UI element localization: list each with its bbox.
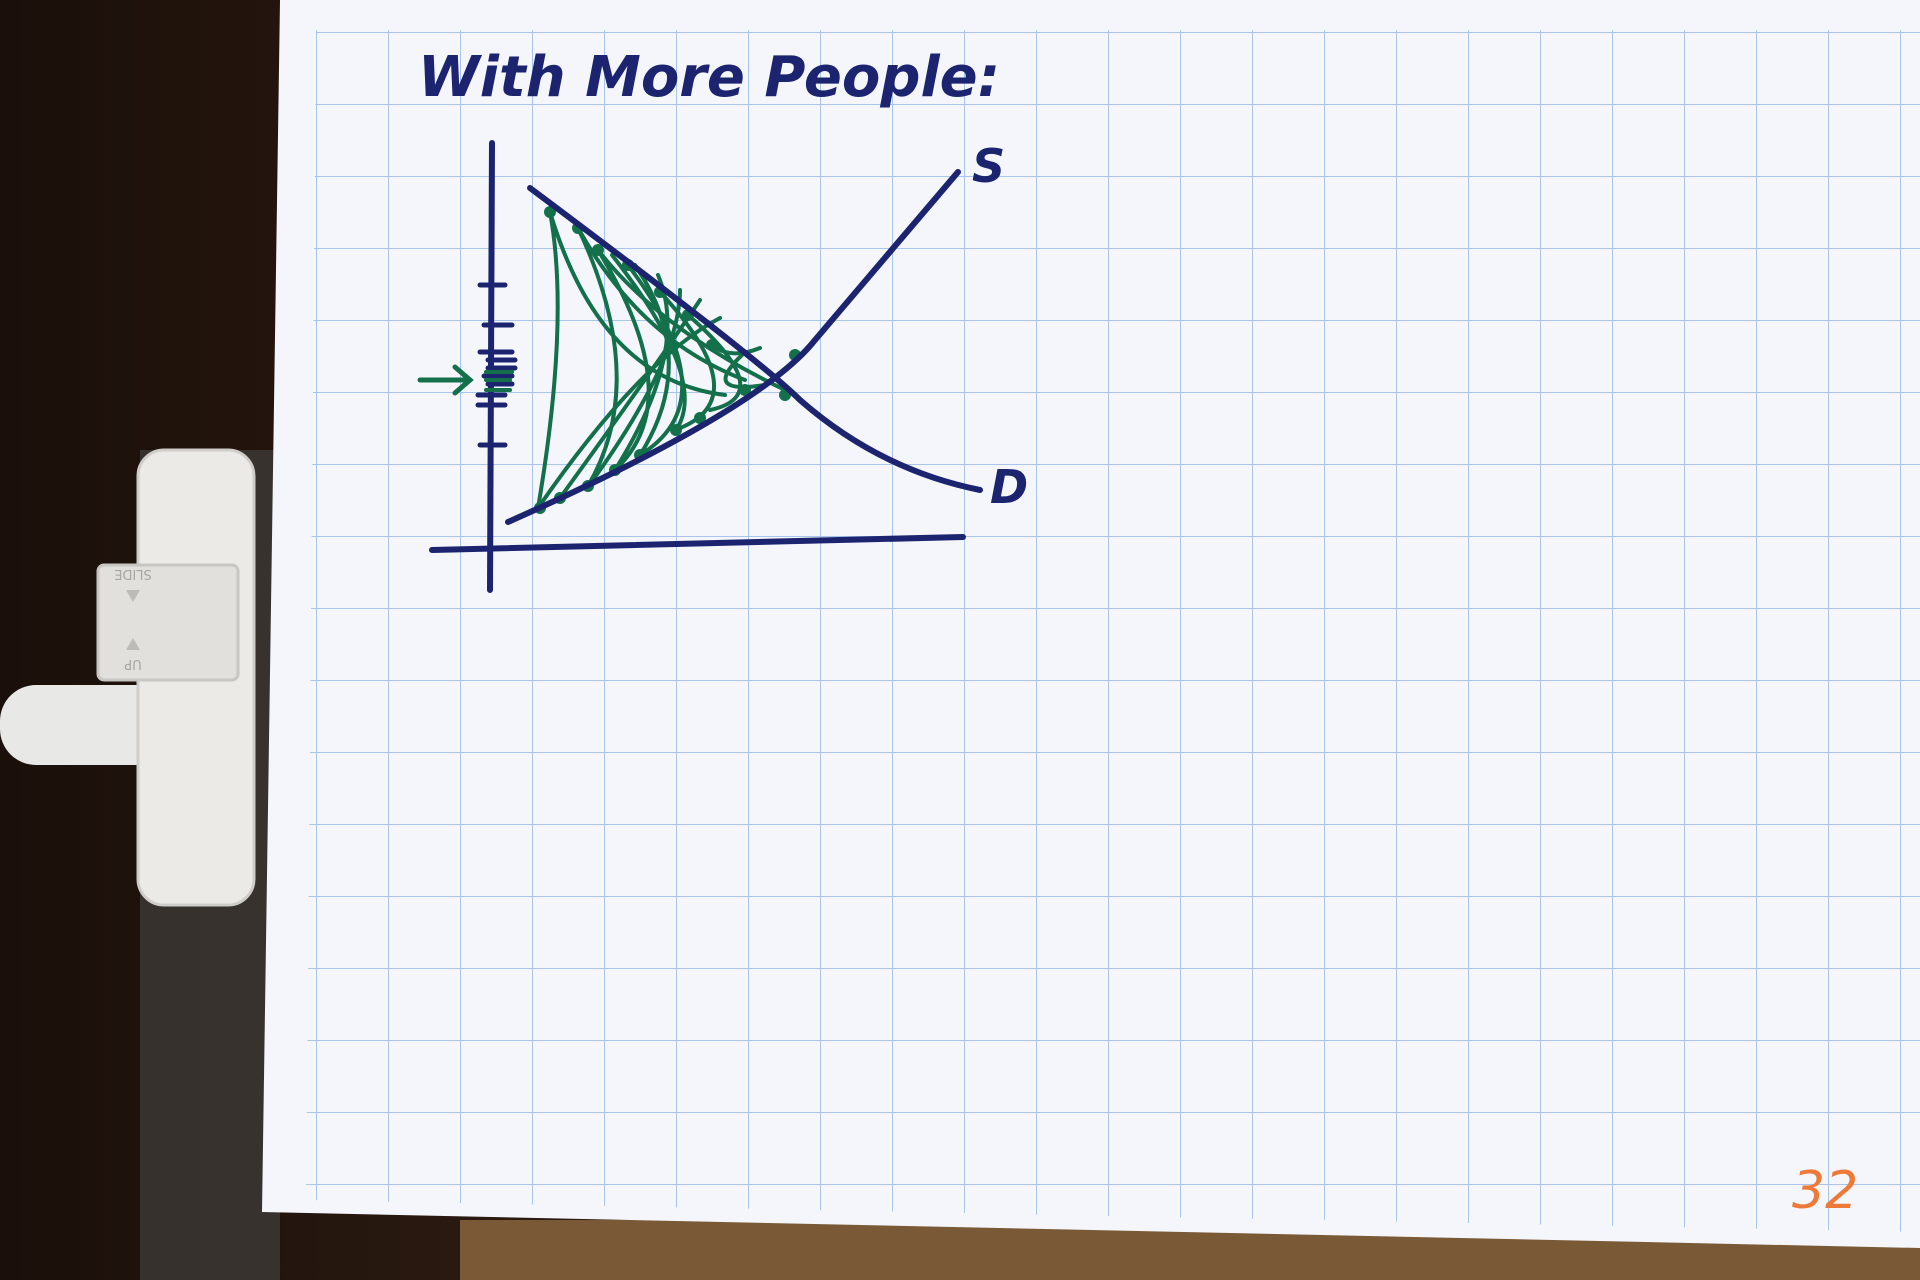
page-title: With More People:	[418, 45, 1000, 110]
page-number: 32	[1792, 1161, 1858, 1221]
paper-clip-stand: SLIDE UP	[0, 448, 256, 907]
price-ticks-green	[484, 370, 514, 392]
clip-label-top: SLIDE	[114, 566, 152, 581]
paper-grid	[306, 30, 1920, 1232]
green-string-fill	[536, 210, 787, 510]
clip-label-bottom: UP	[124, 656, 142, 671]
supply-curve	[505, 169, 961, 525]
supply-label: S	[972, 139, 1005, 193]
price-ticks	[475, 282, 518, 448]
demand-label: D	[990, 460, 1028, 514]
x-axis	[429, 534, 966, 553]
arrow-icon	[417, 364, 474, 396]
curves	[505, 169, 983, 525]
demand-curve	[527, 185, 983, 493]
